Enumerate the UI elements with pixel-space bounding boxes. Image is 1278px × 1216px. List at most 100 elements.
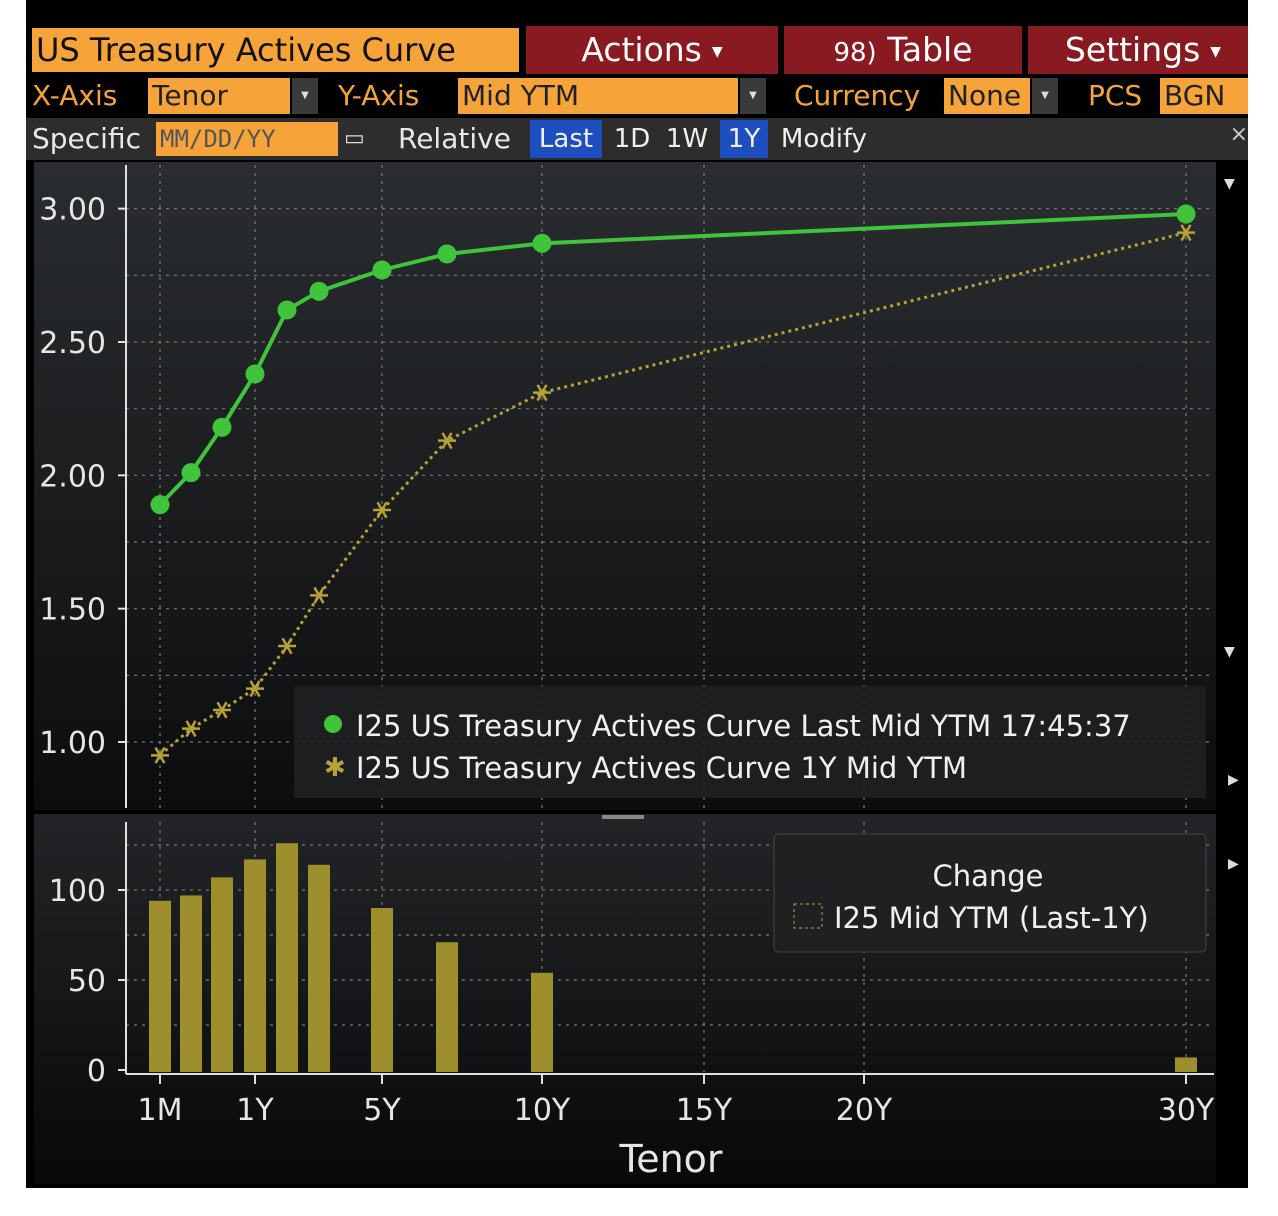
y-tick-label: 1.50 bbox=[39, 593, 106, 628]
table-label: Table bbox=[887, 30, 973, 69]
change-bar bbox=[371, 908, 393, 1072]
currency-label: Currency bbox=[794, 79, 921, 112]
chip-1y[interactable]: 1Y bbox=[720, 120, 768, 158]
prior-curve-marker bbox=[1177, 224, 1195, 242]
y-axis-select[interactable]: Mid YTM bbox=[458, 78, 738, 114]
y-tick-label: 0 bbox=[87, 1054, 106, 1089]
currency-select[interactable]: None bbox=[944, 78, 1030, 114]
last-curve-marker bbox=[532, 233, 552, 253]
change-legend-title: Change bbox=[932, 859, 1043, 893]
x-tick-label: 10Y bbox=[514, 1093, 571, 1128]
legend-box bbox=[294, 686, 1206, 798]
legend-label-last: I25 US Treasury Actives Curve Last Mid Y… bbox=[356, 709, 1131, 743]
change-bar bbox=[244, 859, 266, 1072]
expand-right-icon[interactable]: ▶ bbox=[1228, 856, 1239, 872]
change-bar bbox=[308, 864, 330, 1072]
change-bar bbox=[436, 942, 458, 1072]
currency-dropdown-icon[interactable]: ▼ bbox=[1032, 78, 1058, 114]
change-bar bbox=[211, 877, 233, 1072]
bloomberg-curve-window: US Treasury Actives Curve Actions ▼ 98) T… bbox=[26, 0, 1248, 1188]
change-bar bbox=[276, 843, 298, 1072]
y-tick-label: 50 bbox=[68, 964, 106, 999]
x-tick-label: 5Y bbox=[363, 1093, 401, 1128]
prior-curve-marker bbox=[373, 501, 391, 519]
prior-curve-marker bbox=[438, 432, 456, 450]
last-curve-marker bbox=[181, 463, 201, 483]
prior-curve-marker bbox=[246, 680, 264, 698]
last-curve-marker bbox=[372, 260, 392, 280]
specific-label: Specific bbox=[32, 122, 141, 155]
scroll-down-icon[interactable]: ▼ bbox=[1224, 644, 1235, 660]
prior-curve-marker bbox=[213, 701, 231, 719]
last-curve-line bbox=[158, 211, 1187, 507]
close-icon[interactable]: × bbox=[1229, 122, 1248, 147]
x-axis-label: X-Axis bbox=[32, 79, 118, 112]
date-input[interactable]: MM/DD/YY bbox=[156, 122, 338, 156]
x-tick-label: 1M bbox=[138, 1093, 183, 1128]
change-legend-label: I25 Mid YTM (Last-1Y) bbox=[834, 901, 1149, 935]
pcs-field[interactable]: BGN bbox=[1160, 78, 1248, 114]
chip-1w[interactable]: 1W bbox=[665, 124, 709, 154]
relative-label: Relative bbox=[398, 122, 511, 155]
last-curve-marker bbox=[150, 495, 170, 515]
x-tick-label: 30Y bbox=[1158, 1093, 1215, 1128]
prior-curve-marker bbox=[310, 586, 328, 604]
last-curve-marker bbox=[245, 364, 265, 384]
menu-bar: US Treasury Actives Curve Actions ▼ 98) T… bbox=[26, 24, 1248, 74]
curve-legend: I25 US Treasury Actives Curve Last Mid Y… bbox=[294, 686, 1206, 798]
settings-menu-button[interactable]: Settings ▼ bbox=[1028, 26, 1248, 74]
date-bar: Specific MM/DD/YY ▭ Relative Last 1D 1W … bbox=[26, 118, 1248, 160]
change-bar bbox=[1175, 1057, 1197, 1072]
tick-labels: 3.00 2.50 2.00 1.50 1.00 100 50 0 1M 1Y 5Y 10Y 15Y 20… bbox=[39, 193, 1215, 1128]
x-tick-label: 1Y bbox=[236, 1093, 274, 1128]
y-axis-label: Y-Axis bbox=[338, 79, 420, 112]
actions-menu-button[interactable]: Actions ▼ bbox=[526, 26, 778, 74]
y-tick-label: 2.50 bbox=[39, 326, 106, 361]
x-tick-label: 15Y bbox=[676, 1093, 733, 1128]
last-curve-marker bbox=[277, 300, 297, 320]
prior-curve-marker bbox=[533, 384, 551, 402]
axis-settings-bar: X-Axis Tenor ▼ Y-Axis Mid YTM ▼ Currency… bbox=[26, 76, 1248, 116]
expand-right-icon[interactable]: ▶ bbox=[1228, 772, 1239, 788]
change-bar bbox=[531, 972, 553, 1072]
change-legend-swatch bbox=[793, 903, 823, 929]
curve-lines bbox=[158, 211, 1187, 757]
x-tick-label: 20Y bbox=[836, 1093, 893, 1128]
change-bar bbox=[149, 900, 171, 1072]
axes bbox=[118, 165, 1214, 1084]
y-tick-label: 2.00 bbox=[39, 459, 106, 494]
x-axis-dropdown-icon[interactable]: ▼ bbox=[292, 78, 318, 114]
yield-curve-chart: 3.00 2.50 2.00 1.50 1.00 100 50 0 1M 1Y 5Y 10Y 15Y 20… bbox=[34, 162, 1239, 1184]
chip-modify[interactable]: Modify bbox=[780, 124, 868, 154]
change-bar bbox=[180, 895, 202, 1072]
last-curve-marker bbox=[1176, 204, 1196, 224]
y-axis-dropdown-icon[interactable]: ▼ bbox=[740, 78, 766, 114]
prior-curve-marker bbox=[151, 746, 169, 764]
last-curve-marker bbox=[212, 417, 232, 437]
table-shortcut: 98) bbox=[833, 38, 877, 68]
settings-label: Settings bbox=[1064, 30, 1201, 69]
change-legend: Change I25 Mid YTM (Last-1Y) bbox=[773, 833, 1207, 953]
legend-marker-1y: ✱ bbox=[324, 753, 346, 783]
x-axis-select[interactable]: Tenor bbox=[148, 78, 290, 114]
prior-curve-marker bbox=[278, 637, 296, 655]
last-curve-marker bbox=[309, 281, 329, 301]
scroll-down-icon[interactable]: ▼ bbox=[1224, 176, 1235, 192]
chip-1d[interactable]: 1D bbox=[613, 124, 651, 154]
caret-down-icon: ▼ bbox=[711, 43, 723, 60]
pcs-label: PCS bbox=[1088, 79, 1143, 112]
legend-marker-last bbox=[324, 715, 342, 733]
caret-down-icon: ▼ bbox=[1210, 43, 1222, 60]
y-tick-label: 100 bbox=[49, 874, 106, 909]
calendar-icon[interactable]: ▭ bbox=[344, 126, 365, 151]
change-legend-box bbox=[773, 833, 1207, 953]
panel-splitter-handle[interactable] bbox=[602, 815, 644, 819]
table-button[interactable]: 98) Table bbox=[784, 26, 1022, 74]
last-curve-marker bbox=[437, 244, 457, 264]
actions-label: Actions bbox=[581, 30, 702, 69]
x-axis-title: Tenor bbox=[618, 1137, 722, 1181]
chip-last[interactable]: Last bbox=[530, 120, 602, 158]
window-title: US Treasury Actives Curve bbox=[32, 28, 519, 72]
prior-curve-line bbox=[159, 231, 1187, 757]
y-tick-label: 3.00 bbox=[39, 193, 106, 228]
